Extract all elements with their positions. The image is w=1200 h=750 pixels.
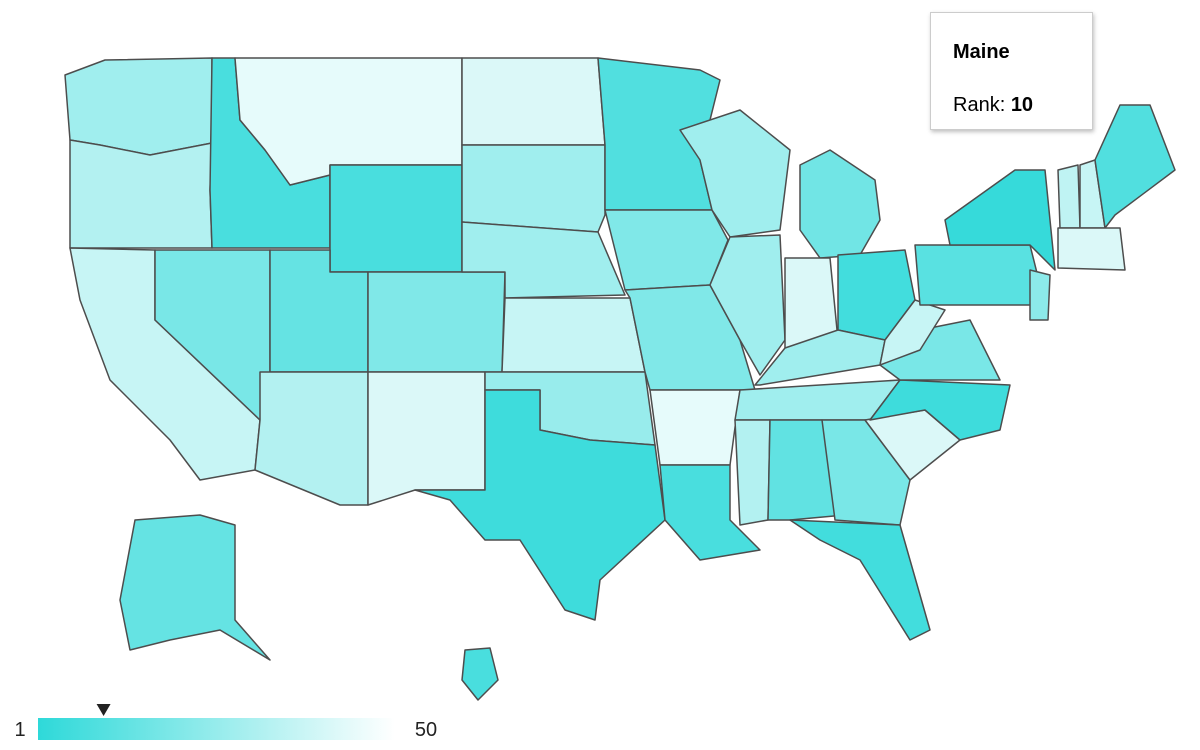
state [799,149,881,259]
tooltip-label: Rank: [953,94,1006,116]
state [659,464,761,561]
state [1057,227,1126,271]
state [679,109,791,238]
state [254,371,369,506]
legend-min: 1 [14,719,25,741]
state [914,244,1041,306]
state [119,514,271,661]
state [461,57,606,146]
tooltip-value: 10 [1010,94,1034,116]
state [501,297,646,373]
state [821,419,911,526]
tooltip: Maine Rank: 10 [930,12,1093,130]
state [1029,269,1051,321]
state [461,647,499,701]
state [604,209,729,291]
state [367,371,486,506]
state [709,234,786,376]
legend-bar [38,718,395,740]
state [879,299,946,366]
state [461,144,606,233]
state [1057,164,1081,229]
state [64,57,213,156]
legend-max: 50 [415,719,437,741]
tooltip-row: Rank: 10 [953,94,1070,117]
state [944,169,1056,271]
tooltip-title: Maine [953,41,1010,63]
state [734,419,771,526]
state [1094,104,1176,229]
legend-marker [96,704,111,716]
state [414,389,666,621]
state [329,164,463,273]
state [649,389,741,466]
state [69,139,213,249]
state [789,519,931,641]
state [367,271,506,373]
